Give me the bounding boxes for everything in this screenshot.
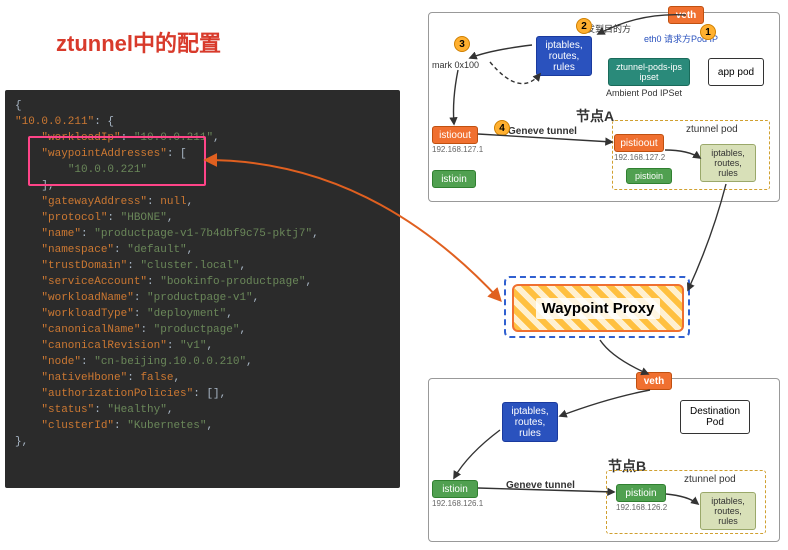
node-a-geneve-label: Geneve tunnel [508,126,577,137]
node-a-mark-label: mark 0x100 [432,60,479,70]
node-a-ipset-sub: Ambient Pod IPSet [606,88,682,98]
node-a-iptables-top: iptables,routes,rules [536,36,592,76]
node-b-ztunnel-label: ztunnel pod [684,474,736,485]
node-b-iptables-top: iptables,routes,rules [502,402,558,442]
node-a-istioout-ip: 192.168.127.1 [432,145,483,154]
waypoint-addresses-highlight [28,136,206,186]
waypoint-proxy: Waypoint Proxy [512,284,684,332]
node-a-istioout: istioout [432,126,478,144]
node-b-pistioin: pistioin [616,484,666,502]
node-a-badge-3: 3 [454,36,470,52]
node-a-title: 节点A [576,106,614,126]
node-b-geneve-label: Geneve tunnel [506,480,575,491]
node-a-dest-label: 发到目的方 [586,22,631,35]
node-b-destination-pod: DestinationPod [680,400,750,434]
node-a-pistioout: pistioout [614,134,664,152]
node-b-veth: veth [636,372,672,390]
node-a-badge-1: 1 [700,24,716,40]
node-a-istioin: istioin [432,170,476,188]
waypoint-proxy-label: Waypoint Proxy [536,298,661,319]
node-a-pistioin: pistioin [626,168,672,184]
node-a-iptables-ztunnel: iptables,routes,rules [700,144,756,182]
node-a-badge-2: 2 [576,18,592,34]
waypoint-proxy-wrap: Waypoint Proxy [504,276,690,338]
node-a-app-pod: app pod [708,58,764,86]
node-a-pistioout-ip: 192.168.127.2 [614,153,665,162]
node-a-ztunnel-label: ztunnel pod [686,124,738,135]
node-a-badge-4: 4 [494,120,510,136]
node-b-istioin-ip: 192.168.126.1 [432,499,483,508]
node-b-istioin: istioin [432,480,478,498]
node-a-ipset: ztunnel-pods-ipsipset [608,58,690,86]
page-title: ztunnel中的配置 [56,26,221,58]
node-b-pistioin-ip: 192.168.126.2 [616,503,667,512]
node-a-veth: veth [668,6,704,24]
node-b-iptables-ztunnel: iptables,routes,rules [700,492,756,530]
